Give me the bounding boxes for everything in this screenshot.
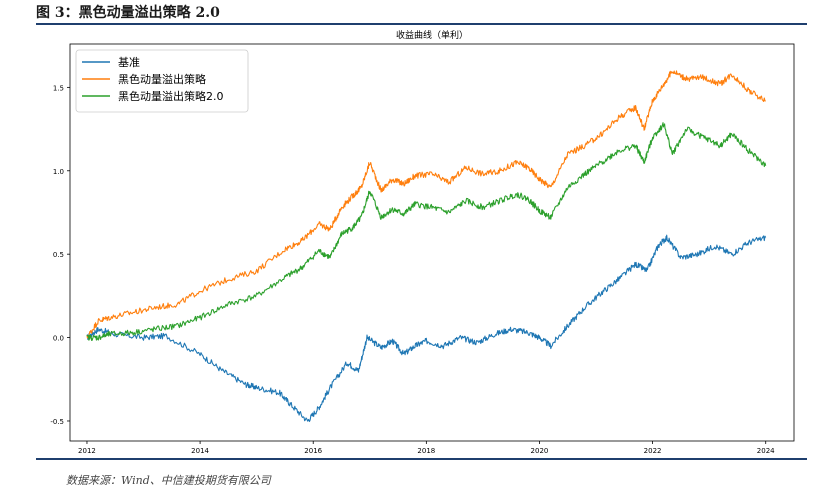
plot-frame [69, 43, 795, 442]
x-tick-label: 2022 [644, 447, 662, 455]
y-tick-label: -0.5 [50, 418, 64, 426]
x-axis: 2012 2014 2016 2018 2020 2022 2024 [78, 441, 775, 455]
y-tick-label: 1.0 [53, 168, 64, 176]
source-note: 数据来源：Wind、中信建投期货有限公司 [66, 474, 271, 487]
series-lines [86, 70, 767, 423]
x-tick-label: 2014 [191, 447, 209, 455]
x-tick-label: 2016 [304, 447, 322, 455]
legend-label: 黑色动量溢出策略2.0 [118, 89, 224, 103]
series-line-2 [86, 70, 766, 339]
y-tick-label: 0.0 [53, 335, 64, 343]
legend-label: 黑色动量溢出策略 [118, 72, 206, 86]
series-line-1 [86, 234, 767, 423]
y-tick-label: 0.5 [53, 251, 64, 259]
y-axis: -0.5 0.0 0.5 1.0 1.5 [50, 84, 70, 426]
x-tick-label: 2012 [78, 447, 96, 455]
series-line-3 [86, 122, 767, 342]
legend-box [75, 49, 249, 113]
top-rule [36, 23, 807, 25]
x-tick-label: 2020 [531, 447, 549, 455]
figure-title: 图 3：黑色动量溢出策略 2.0 [36, 5, 220, 21]
legend-label: 基准 [118, 56, 140, 69]
x-tick-label: 2018 [417, 447, 435, 455]
x-tick-label: 2024 [757, 447, 775, 455]
chart-title: 收益曲线（单利） [396, 29, 468, 41]
y-tick-label: 1.5 [53, 84, 64, 92]
bottom-rule [36, 458, 807, 460]
chart-svg: 收益曲线（单利） -0.50.00.51.01.5 2012 2014 2016 20… [50, 29, 795, 455]
